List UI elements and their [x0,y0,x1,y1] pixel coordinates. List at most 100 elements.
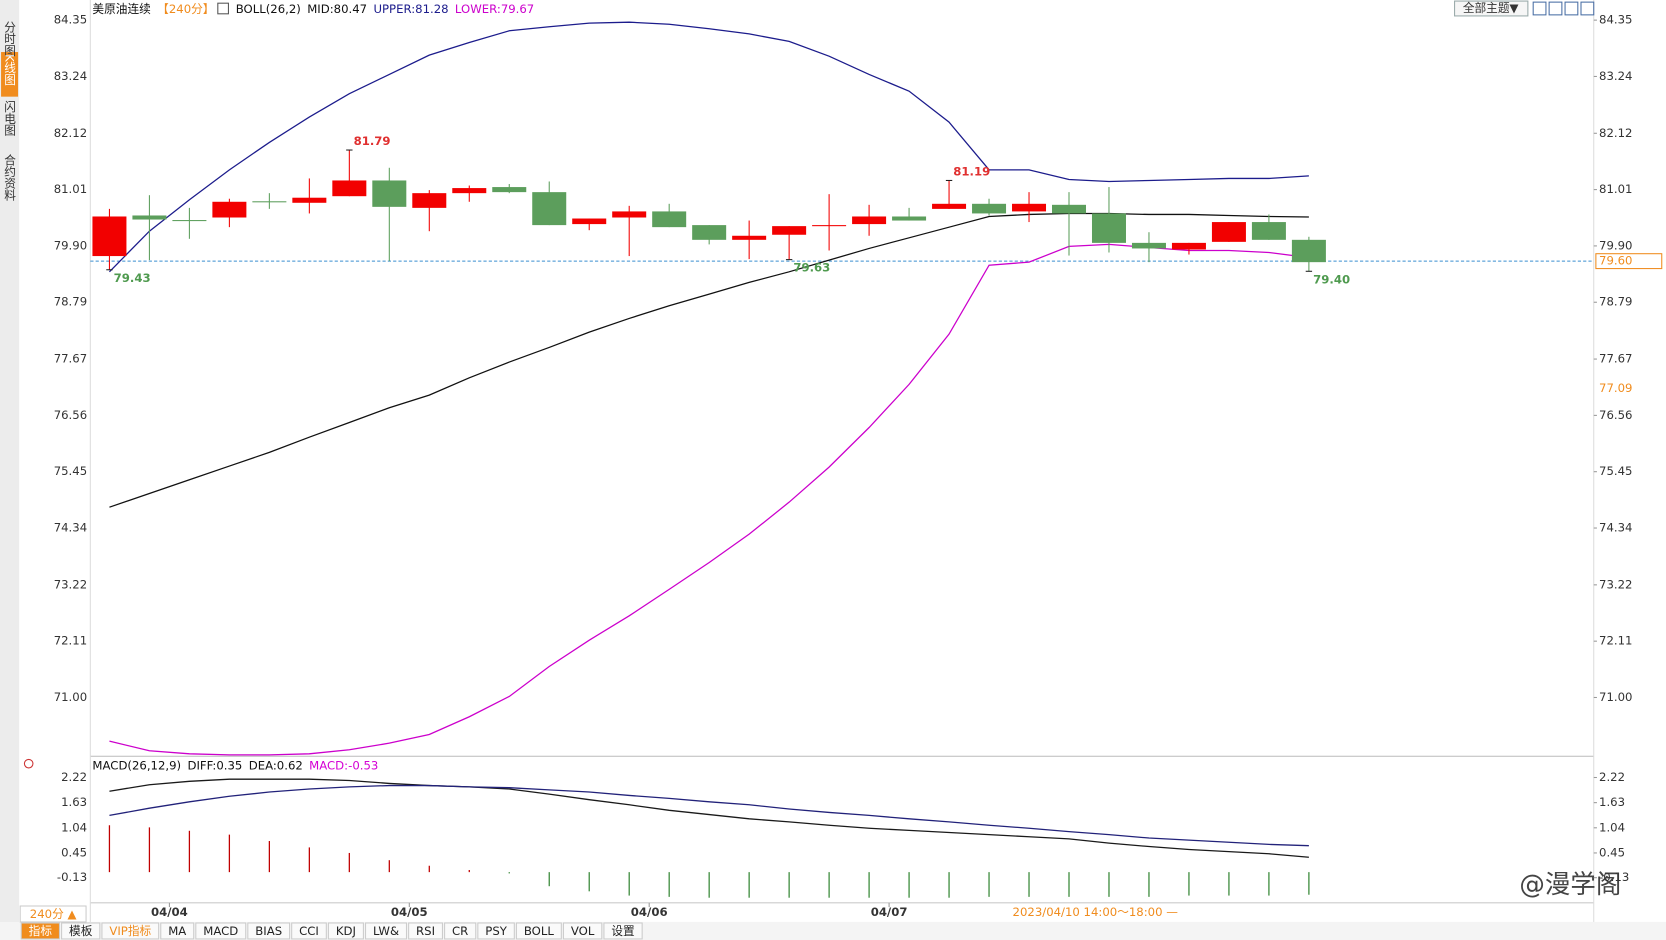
y-tick-label: 78.79 [54,295,87,309]
bottom-tab[interactable]: VOL [571,924,595,938]
indicator-icon[interactable] [217,2,229,15]
candle-body [452,188,487,194]
bottom-tab-box[interactable] [160,922,195,940]
candle-body [292,197,327,203]
bottom-tab-box[interactable] [327,922,364,940]
y-tick-label: -0.13 [57,870,87,884]
bottom-tab-box[interactable] [61,922,101,940]
y-tick-label: 75.45 [54,464,87,478]
x-tick-label: 04/07 [871,905,908,919]
candle-body [812,225,847,227]
annotation-label: 81.19 [953,164,990,178]
y-tick-label-right: 83.24 [1599,69,1632,83]
bottom-tab[interactable]: 模板 [69,924,93,938]
bottom-tab-box[interactable] [291,922,327,940]
y-tick-label-right: 74.34 [1599,521,1632,535]
bottom-tab[interactable]: KDJ [336,924,356,938]
y-tick-label: 73.22 [54,577,87,591]
y-tick-label-right: 2.22 [1599,770,1625,784]
period-button[interactable] [19,905,87,923]
y-tick-label-right: 81.01 [1599,182,1632,196]
y-tick-label-right: 82.12 [1599,126,1632,140]
candle-body [332,180,367,197]
candle-body [572,218,607,225]
legend-text: 美原油连续 [92,2,151,16]
bottom-tab[interactable]: CR [452,924,468,938]
candle-body [1171,242,1206,250]
legend-text: MACD(26,12,9) [92,758,181,772]
bottom-tab[interactable]: LW& [373,924,399,938]
bottom-tab-box[interactable] [365,922,408,940]
theme-button[interactable] [1454,0,1529,17]
y-tick-label-right: 79.90 [1599,238,1632,252]
sidebar-tab[interactable]: K线图 [3,54,17,86]
candle-body [1091,213,1126,243]
bottom-tab[interactable]: RSI [416,924,435,938]
legend-text: UPPER:81.28 [373,2,448,16]
y-tick-label: 77.67 [54,352,87,366]
bottom-tab[interactable]: VIP指标 [109,924,151,938]
y-tick-label-right: 75.45 [1599,464,1632,478]
candle-body [252,201,287,203]
legend-text: MACD:-0.53 [309,758,378,772]
marker-label: 77.09 [1599,381,1632,395]
time-range: 2023/04/10 14:00～18:00 — [1013,905,1179,919]
legend-text: DEA:0.62 [249,758,303,772]
y-tick-label: 2.22 [61,770,87,784]
bottom-tab-box[interactable] [20,922,61,940]
candle-body [652,211,687,228]
y-tick-label-right: 77.67 [1599,352,1632,366]
candle-body [932,203,967,209]
candle-body [92,216,127,257]
period-button-label[interactable]: 240分 ▲ [30,907,77,921]
bottom-tab[interactable]: BIAS [255,924,282,938]
bottom-tab[interactable]: PSY [485,924,507,938]
bottom-tab-box[interactable] [195,922,247,940]
legend-text: LOWER:79.67 [455,2,534,16]
bottom-tab-box[interactable] [515,922,562,940]
bottom-tab-box[interactable] [603,922,643,940]
x-tick-label: 04/04 [151,905,188,919]
bottom-tab-box[interactable] [408,922,443,940]
bottom-tab-box[interactable] [247,922,291,940]
candle-body [372,180,407,207]
bottom-tab-box[interactable] [101,922,160,940]
x-tick-label: 04/06 [631,905,668,919]
y-tick-label: 79.90 [54,238,87,252]
y-tick-label: 71.00 [54,690,87,704]
annotation-label: 79.43 [114,271,151,285]
bottom-tab[interactable]: 设置 [611,924,635,938]
sidebar-tab[interactable]: 合约资料 [3,153,17,201]
theme-button-label[interactable]: 全部主题▼ [1463,1,1519,15]
bottom-tab[interactable]: MA [168,924,186,938]
sidebar-active [1,52,19,97]
y-tick-label: 76.56 [54,408,87,422]
candle-body [1131,242,1166,249]
legend-text: DIFF:0.35 [187,758,242,772]
macd-line [109,778,1309,858]
x-tick-label: 04/05 [391,905,428,919]
bottom-tab[interactable]: BOLL [524,924,554,938]
candle-body [1251,222,1286,240]
bottom-tab[interactable]: CCI [299,924,319,938]
y-tick-label: 83.24 [54,69,87,83]
annotation-label: 79.40 [1313,272,1350,286]
last-price-label: 79.60 [1599,254,1632,268]
candle-body [492,187,527,193]
toolbar-icons[interactable] [1532,1,1595,16]
bottom-tab-box[interactable] [444,922,477,940]
bottom-tab-box[interactable] [562,922,603,940]
bottom-tab-box[interactable] [477,922,515,940]
candle-body [132,215,167,220]
candle-body [972,203,1007,214]
bottom-tab[interactable]: 指标 [29,924,53,938]
y-tick-label-right: 0.45 [1599,845,1625,859]
last-price-box [1595,253,1663,270]
bottom-tab[interactable]: MACD [203,924,238,938]
sidebar [0,0,20,940]
settings-icon[interactable] [23,758,34,769]
sidebar-tab[interactable]: 分时图 [3,21,17,57]
sidebar-tab[interactable]: 闪电图 [3,100,17,136]
candle-body [1291,239,1326,263]
